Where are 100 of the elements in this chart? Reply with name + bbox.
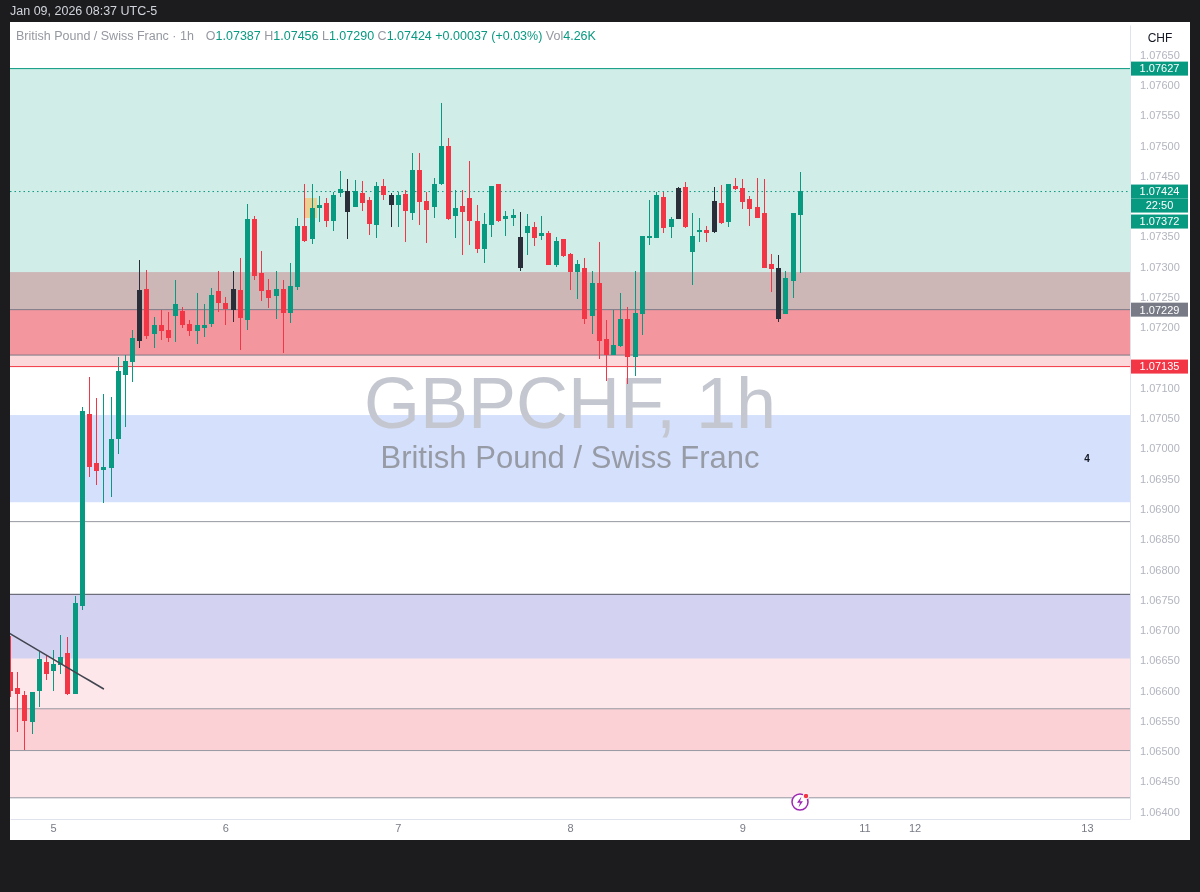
y-tick-label: 1.07250 bbox=[1140, 290, 1180, 303]
y-tick-label: 1.07050 bbox=[1140, 412, 1180, 425]
candlestick bbox=[43, 654, 50, 681]
y-tick-label: 1.07650 bbox=[1140, 48, 1180, 61]
candlestick bbox=[739, 178, 746, 210]
candlestick bbox=[481, 212, 488, 264]
candlestick bbox=[251, 215, 258, 281]
candlestick bbox=[208, 287, 215, 328]
candlestick bbox=[775, 254, 782, 323]
candlestick bbox=[273, 270, 280, 320]
candlestick bbox=[29, 691, 36, 735]
candlestick bbox=[696, 217, 703, 243]
candlestick bbox=[718, 184, 725, 225]
candlestick bbox=[574, 259, 581, 300]
candlestick bbox=[517, 210, 524, 272]
candlestick bbox=[682, 181, 689, 229]
candlestick bbox=[466, 160, 473, 246]
text: 22:50 bbox=[1145, 199, 1174, 212]
y-tick-label: 1.06700 bbox=[1140, 624, 1180, 637]
candlestick bbox=[244, 203, 251, 331]
candlestick bbox=[265, 278, 272, 310]
y-tick-label: 1.06850 bbox=[1140, 533, 1180, 546]
y-tick-label: 1.06450 bbox=[1140, 775, 1180, 788]
candlestick bbox=[172, 279, 179, 343]
candlestick bbox=[653, 190, 660, 238]
chart-title: British Pound / Swiss Franc · 1h bbox=[16, 29, 194, 43]
y-tick-label: 1.06600 bbox=[1140, 684, 1180, 697]
candlestick bbox=[768, 253, 775, 293]
candlestick bbox=[330, 190, 337, 232]
candlestick bbox=[445, 137, 452, 221]
candlestick bbox=[567, 252, 574, 291]
candlestick bbox=[194, 292, 201, 345]
y-tick-label: 1.07000 bbox=[1140, 442, 1180, 455]
candlestick bbox=[309, 183, 316, 245]
candlestick bbox=[316, 195, 323, 224]
candlestick bbox=[459, 189, 466, 256]
y-tick-label: 1.06950 bbox=[1140, 472, 1180, 485]
candlestick bbox=[64, 636, 71, 697]
y-tick-label: 1.07550 bbox=[1140, 109, 1180, 122]
candlestick bbox=[660, 190, 667, 234]
candlestick bbox=[201, 303, 208, 338]
x-tick-label: 8 bbox=[567, 821, 574, 834]
y-tick-label: 1.07300 bbox=[1140, 260, 1180, 273]
candlestick bbox=[581, 257, 588, 325]
y-tick-label: 1.06800 bbox=[1140, 563, 1180, 576]
candlestick bbox=[632, 270, 639, 377]
candlestick bbox=[589, 270, 596, 336]
candlestick bbox=[21, 690, 28, 751]
candlestick bbox=[280, 279, 287, 354]
ref-line-label: 1.07424 bbox=[1139, 185, 1180, 198]
candlestick bbox=[151, 316, 158, 350]
candlestick bbox=[323, 197, 330, 228]
y-tick-label: 1.07600 bbox=[1140, 78, 1180, 91]
candlestick bbox=[258, 250, 265, 302]
candlestick bbox=[761, 178, 768, 270]
x-tick-label: 6 bbox=[222, 821, 229, 834]
x-tick-label: 7 bbox=[395, 821, 402, 834]
candlestick bbox=[545, 230, 552, 266]
candlestick bbox=[610, 309, 617, 356]
y-tick-label: 1.06400 bbox=[1140, 805, 1180, 818]
candlestick bbox=[122, 354, 129, 428]
candlestick bbox=[158, 309, 165, 341]
candlestick bbox=[711, 186, 718, 234]
candlestick bbox=[560, 239, 567, 258]
candlestick bbox=[36, 651, 43, 708]
y-tick-label: 1.06650 bbox=[1140, 654, 1180, 667]
candlestick bbox=[222, 296, 229, 326]
candlestick bbox=[689, 212, 696, 287]
candlestick bbox=[186, 319, 193, 337]
candlestick bbox=[129, 329, 136, 383]
candlestick bbox=[165, 311, 172, 343]
ref-line-label: 1.07135 bbox=[1139, 360, 1180, 373]
candlestick bbox=[617, 292, 624, 348]
candlestick bbox=[703, 225, 710, 243]
candlestick bbox=[416, 152, 423, 226]
candlestick bbox=[380, 178, 387, 201]
candlestick bbox=[668, 216, 675, 239]
candlestick bbox=[115, 356, 122, 455]
candlestick bbox=[402, 189, 409, 243]
candlestick bbox=[388, 192, 395, 228]
x-tick-label: 11 bbox=[859, 821, 871, 834]
candlestick bbox=[359, 180, 366, 212]
candlestick bbox=[502, 210, 509, 237]
candlestick bbox=[79, 406, 86, 611]
y-tick-label: 1.07350 bbox=[1140, 230, 1180, 243]
candlestick bbox=[57, 634, 64, 675]
candlestick bbox=[675, 186, 682, 221]
candlestick bbox=[782, 270, 789, 315]
y-tick-label: 1.06900 bbox=[1140, 502, 1180, 515]
candlestick bbox=[538, 215, 545, 241]
candlestick bbox=[344, 178, 351, 240]
candlestick bbox=[237, 257, 244, 351]
candlestick bbox=[179, 306, 186, 330]
y-tick-label: 1.07200 bbox=[1140, 321, 1180, 334]
candlestick bbox=[215, 270, 222, 313]
text: 1.07372 bbox=[1139, 215, 1180, 228]
candlestick bbox=[474, 204, 481, 254]
x-tick-label: 9 bbox=[739, 821, 746, 834]
candlestick bbox=[524, 213, 531, 256]
ref-line-label: 1.07229 bbox=[1139, 303, 1180, 316]
